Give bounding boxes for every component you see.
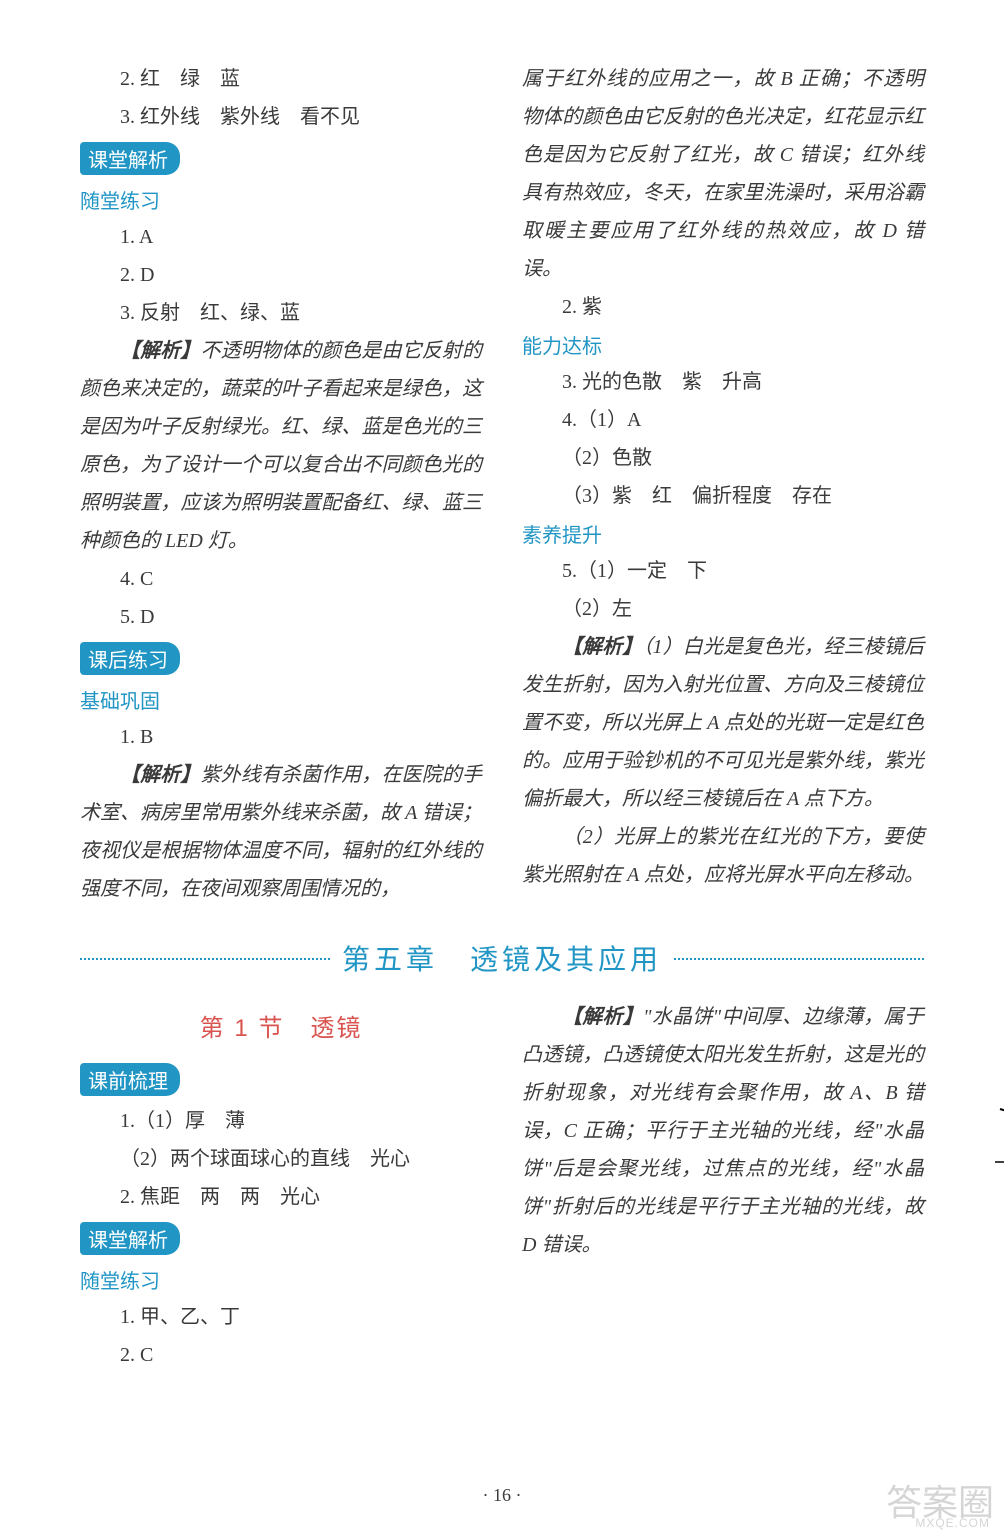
analysis-label: 【解析】 xyxy=(120,764,200,786)
answer-line: 2. C xyxy=(80,1336,482,1374)
answer-line: 4. C xyxy=(80,560,482,598)
answer-line: 1. A xyxy=(80,218,482,256)
answer-line: 5.（1）一定 下 xyxy=(522,552,924,590)
analysis-text: 【解析】紫外线有杀菌作用，在医院的手术室、病房里常用紫外线来杀菌，故 A 错误；… xyxy=(80,756,482,908)
answer-line: 3. 光的色散 紫 升高 xyxy=(522,363,924,401)
heading-practice: 随堂练习 xyxy=(80,185,482,214)
analysis-continuation: 属于红外线的应用之一，故 B 正确；不透明物体的颜色由它反射的色光决定，红花显示… xyxy=(522,60,924,288)
analysis-body: 不透明物体的颜色是由它反射的颜色来决定的，蔬菜的叶子看起来是绿色，这是因为叶子反… xyxy=(80,340,482,552)
answer-line: 2. 焦距 两 两 光心 xyxy=(80,1178,482,1216)
answer-line: 1.（1）厚 薄 xyxy=(80,1102,482,1140)
answer-line: （3）紫 红 偏折程度 存在 xyxy=(522,477,924,515)
page-content: 2. 红 绿 蓝 3. 红外线 紫外线 看不见 课堂解析 随堂练习 1. A 2… xyxy=(0,0,1004,1450)
analysis-text: 【解析】不透明物体的颜色是由它反射的颜色来决定的，蔬菜的叶子看起来是绿色，这是因… xyxy=(80,332,482,560)
analysis-label: 【解析】 xyxy=(562,636,642,658)
analysis-label: 【解析】 xyxy=(562,1006,643,1028)
page-number: · 16 · xyxy=(0,1485,1004,1506)
answer-line: （2）左 xyxy=(522,590,924,628)
answer-line: 3. D xyxy=(964,998,1004,1036)
analysis-text: 【解析】"水晶饼"中间厚、边缘薄，属于凸透镜，凸透镜使太阳光发生折射，这是光的折… xyxy=(522,998,924,1264)
answer-line: 5. D xyxy=(80,598,482,636)
answer-line: 1. 甲、乙、丁 xyxy=(80,1298,482,1336)
heading-basic: 基础巩固 xyxy=(80,685,482,714)
lens-diagram: F₁ O F₁ F₂ O F₂ 答图 5.1-1 xyxy=(964,1084,1004,1264)
heading-ability: 能力达标 xyxy=(522,330,924,359)
analysis-body: "水晶饼"中间厚、边缘薄，属于凸透镜，凸透镜使太阳光发生折射，这是光的折射现象，… xyxy=(522,1006,924,1256)
answer-line: 4.（1）A xyxy=(522,401,924,439)
heading-practice: 随堂练习 xyxy=(80,1265,482,1294)
answer-line: （2）色散 xyxy=(522,439,924,477)
answer-line: 2. D xyxy=(80,256,482,294)
section-title: 第 1 节 透镜 xyxy=(80,1008,482,1043)
chapter-title: 第五章 透镜及其应用 xyxy=(342,944,662,975)
answer-line: 5. 10 不能 xyxy=(964,1274,1004,1312)
tag-preclass: 课前梳理 xyxy=(80,1063,180,1096)
analysis-text: 【解析】（1）白光是复色光，经三棱镜后发生折射，因为入射光位置、方向及三棱镜位置… xyxy=(522,628,924,818)
answer-line: 2. 红 绿 蓝 xyxy=(80,60,482,98)
answer-line: （2）两个球面球心的直线 光心 xyxy=(80,1140,482,1178)
tag-afterclass: 课后练习 xyxy=(80,642,180,675)
answer-line: 1. B xyxy=(80,718,482,756)
analysis-body: （1）白光是复色光，经三棱镜后发生折射，因为入射光位置、方向及三棱镜位置不变，所… xyxy=(522,636,924,810)
answer-line: 3. 反射 红、绿、蓝 xyxy=(80,294,482,332)
chapter-divider: 第五章 透镜及其应用 xyxy=(80,938,924,978)
answer-line: 3. 红外线 紫外线 看不见 xyxy=(80,98,482,136)
analysis-text: （2）光屏上的紫光在红光的下方，要使紫光照射在 A 点处，应将光屏水平向左移动。 xyxy=(522,818,924,894)
diagram-caption: 答图 5.1-1 xyxy=(964,1238,1004,1264)
answer-line: 6.（1）不正确 （2）见解析 xyxy=(964,1312,1004,1350)
tag-classroom-analysis: 课堂解析 xyxy=(80,142,180,175)
answer-line: 4. 如答图 5.1-1 所示 xyxy=(964,1036,1004,1074)
watermark-url: MXQE.COM xyxy=(915,1516,990,1530)
answer-line: 2. 紫 xyxy=(522,288,924,326)
tag-classroom-analysis: 课堂解析 xyxy=(80,1222,180,1255)
heading-literacy: 素养提升 xyxy=(522,519,924,548)
analysis-label: 【解析】 xyxy=(120,340,200,362)
